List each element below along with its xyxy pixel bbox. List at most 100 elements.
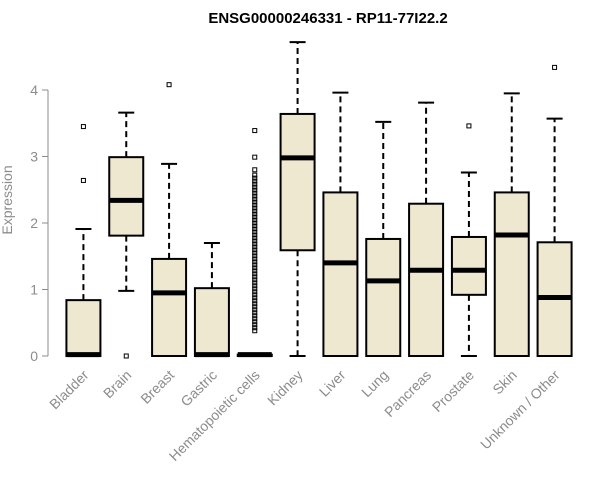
outlier-point <box>123 353 129 359</box>
outlier-point <box>252 223 258 229</box>
x-category-label: Prostate <box>429 367 477 415</box>
outlier-point <box>252 259 258 265</box>
outlier-point <box>252 277 258 283</box>
outlier-point <box>252 250 258 256</box>
outlier-point <box>252 241 258 247</box>
outlier-point <box>252 256 258 262</box>
box-11 <box>536 64 573 357</box>
outlier-point <box>552 64 558 70</box>
outlier-point <box>466 123 472 129</box>
y-tick-label: 1 <box>30 282 38 298</box>
box-rect <box>365 237 402 358</box>
outlier-point <box>252 202 258 208</box>
outlier-point <box>252 310 258 316</box>
box-rect <box>450 235 487 296</box>
outlier-point <box>252 304 258 310</box>
y-tick-label: 3 <box>30 149 38 165</box>
box-rect <box>193 287 230 358</box>
outlier-point <box>252 268 258 274</box>
outlier-point <box>252 175 258 181</box>
outlier-point <box>252 187 258 193</box>
x-category-label: Lung <box>358 367 391 400</box>
box-rect <box>151 257 188 357</box>
chart-title: ENSG00000246331 - RP11-77I22.2 <box>208 10 447 27</box>
outlier-point <box>252 280 258 286</box>
outlier-point <box>252 217 258 223</box>
box-rect <box>65 299 102 358</box>
outlier-point <box>252 244 258 250</box>
x-category-label: Liver <box>316 367 349 400</box>
outlier-point <box>252 265 258 271</box>
outlier-point <box>252 184 258 190</box>
outlier-point <box>252 247 258 253</box>
box-rect <box>322 191 359 357</box>
outlier-point <box>80 124 86 130</box>
box-2 <box>151 82 188 357</box>
x-category-label: Bladder <box>46 367 92 413</box>
outlier-point <box>252 274 258 280</box>
outlier-point <box>252 199 258 205</box>
outlier-point <box>252 235 258 241</box>
outlier-point <box>252 167 258 173</box>
outlier-point <box>252 313 258 319</box>
box-8 <box>408 101 445 357</box>
box-9 <box>450 123 487 357</box>
boxes-group <box>65 41 573 359</box>
outlier-point <box>252 283 258 289</box>
box-rect <box>279 112 316 252</box>
outlier-point <box>252 193 258 199</box>
outlier-point <box>252 295 258 301</box>
outlier-point <box>252 328 258 334</box>
x-category-label: Gastric <box>177 367 220 410</box>
box-3 <box>193 241 230 358</box>
outlier-point <box>252 196 258 202</box>
x-category-label: Unknown / Other <box>477 367 563 453</box>
outlier-point <box>252 286 258 292</box>
box-5 <box>279 41 316 357</box>
box-0 <box>65 124 102 358</box>
box-6 <box>322 91 359 357</box>
box-4 <box>236 128 273 358</box>
outlier-point <box>252 172 258 178</box>
outlier-point <box>252 190 258 196</box>
y-tick-label: 2 <box>30 215 38 231</box>
outlier-point <box>252 307 258 313</box>
outlier-point <box>252 301 258 307</box>
outlier-point <box>252 316 258 322</box>
y-axis: 0 1 2 3 4 <box>30 82 49 364</box>
x-category-label: Brain <box>100 367 134 401</box>
box-rect <box>493 191 530 357</box>
outlier-point <box>252 229 258 235</box>
outlier-point <box>166 82 172 88</box>
outlier-point <box>252 325 258 331</box>
outlier-point <box>252 319 258 325</box>
outlier-point <box>252 214 258 220</box>
outlier-point <box>252 208 258 214</box>
outlier-point <box>252 271 258 277</box>
outlier-point <box>252 238 258 244</box>
outlier-point <box>252 128 258 134</box>
box-rect <box>408 202 445 357</box>
outlier-point <box>252 232 258 238</box>
outlier-point <box>252 226 258 232</box>
outlier-point <box>252 289 258 295</box>
outlier-point <box>252 298 258 304</box>
y-tick-label: 4 <box>30 82 38 98</box>
outlier-point <box>252 292 258 298</box>
box-7 <box>365 120 402 358</box>
box-10 <box>493 92 530 357</box>
outlier-point <box>252 205 258 211</box>
x-category-label: Skin <box>489 367 520 398</box>
x-category-label: Breast <box>137 367 177 407</box>
outlier-point <box>252 322 258 328</box>
outlier-point <box>252 154 258 160</box>
outlier-point <box>252 181 258 187</box>
y-axis-label: Expression <box>0 165 15 234</box>
outlier-point <box>252 178 258 184</box>
box-rect <box>108 156 145 237</box>
y-tick-label: 0 <box>30 348 38 364</box>
outlier-point <box>252 211 258 217</box>
x-category-label: Kidney <box>264 367 306 409</box>
